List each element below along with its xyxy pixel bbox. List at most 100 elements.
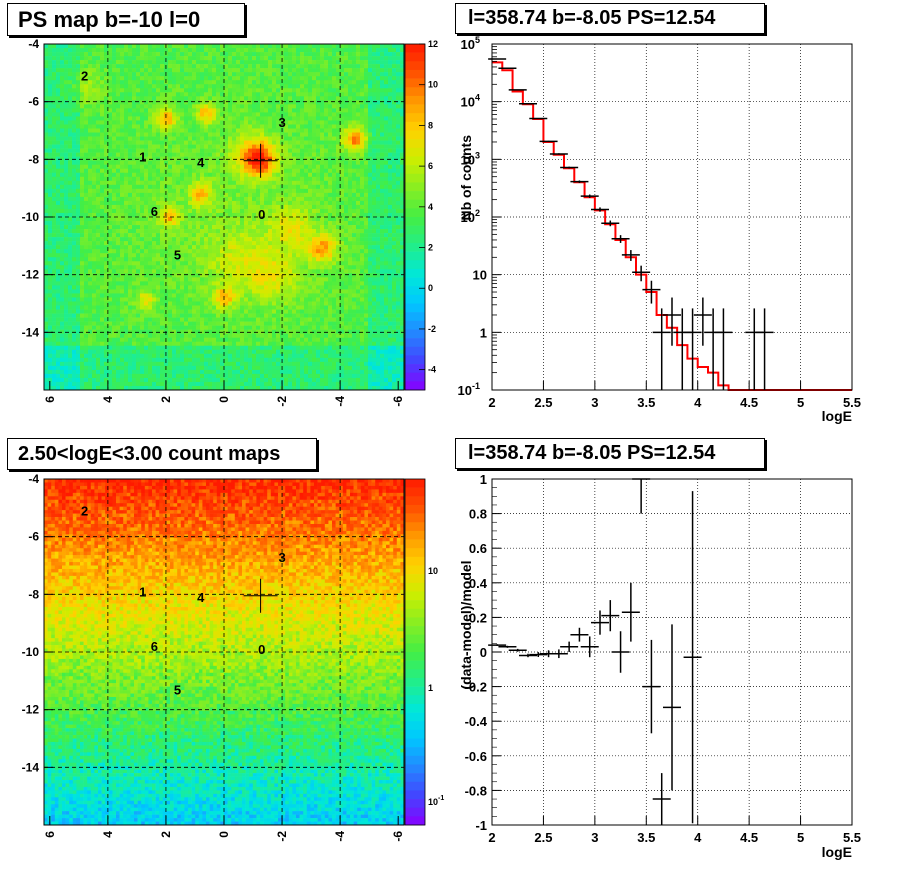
source-label: 0 xyxy=(258,207,265,222)
colorbar-swatch xyxy=(405,268,425,278)
spectrum-title: l=358.74 b=-8.05 PS=12.54 xyxy=(455,3,765,34)
y-tick-label: -0.2 xyxy=(465,680,487,695)
colorbar-swatch xyxy=(405,303,425,313)
count-map-colorbar-ticks: 10 1 10-1 xyxy=(428,566,444,807)
data-point xyxy=(745,308,764,390)
y-tick-label: 105 xyxy=(461,35,480,52)
y-tick-label: 0.4 xyxy=(469,576,488,591)
colorbar-swatch xyxy=(405,479,425,488)
data-point xyxy=(621,250,640,261)
colorbar-swatch xyxy=(405,574,425,584)
source-label: 4 xyxy=(197,155,205,170)
data-point xyxy=(611,235,630,243)
colorbar-swatch xyxy=(405,277,425,287)
x-tick-label: -2 xyxy=(275,831,289,842)
count-map-grid xyxy=(44,479,404,825)
colorbar-swatch xyxy=(405,807,425,817)
data-point xyxy=(498,645,517,648)
data-point xyxy=(663,297,681,346)
colorbar-swatch xyxy=(405,104,425,114)
colorbar-swatch xyxy=(405,113,425,123)
data-point xyxy=(704,308,723,390)
colorbar-swatch xyxy=(405,721,425,731)
colorbar-tick: 4 xyxy=(428,202,433,212)
y-tick-label: 10-1 xyxy=(458,381,480,398)
source-label: 6 xyxy=(151,639,158,654)
y-tick-label: -0.4 xyxy=(465,714,488,729)
y-tick-label: 0.6 xyxy=(469,541,487,556)
x-tick-label: 4.5 xyxy=(740,395,758,410)
colorbar-frame xyxy=(404,43,426,391)
colorbar-swatch xyxy=(405,530,425,540)
colorbar-swatch xyxy=(405,513,425,523)
colorbar-swatch xyxy=(405,764,425,774)
source-label: 2 xyxy=(81,69,88,84)
source-label: 3 xyxy=(278,115,285,130)
colorbar-frame xyxy=(404,478,426,826)
data-point xyxy=(683,308,702,390)
ps-map-title: PS map b=-10 l=0 xyxy=(7,3,245,36)
source-label: 5 xyxy=(174,247,181,262)
data-point xyxy=(601,220,620,227)
data-point xyxy=(580,636,599,658)
y-tick-label: -8 xyxy=(28,152,39,166)
residuals-title: l=358.74 b=-8.05 PS=12.54 xyxy=(455,438,765,469)
count-map-source-labels: 2 3 1 4 6 0 5 xyxy=(81,504,286,698)
colorbar-swatch xyxy=(405,626,425,635)
y-tick-label: 10 xyxy=(473,268,487,283)
colorbar-swatch xyxy=(405,44,425,53)
colorbar-swatch xyxy=(405,496,425,506)
colorbar-swatch xyxy=(405,634,425,644)
colorbar-tick: -4 xyxy=(428,365,436,375)
x-tick-label: -4 xyxy=(333,831,347,842)
colorbar-tick: -2 xyxy=(428,324,436,334)
colorbar-swatch xyxy=(405,208,425,218)
colorbar-swatch xyxy=(405,487,425,497)
colorbar-swatch xyxy=(405,320,425,330)
data-point xyxy=(529,652,548,658)
count-map-colorbar-tick: 1 xyxy=(428,683,433,693)
spectrum-x-ticks: 2 2.5 3 3.5 4 4.5 5 5.5 xyxy=(488,381,861,410)
colorbar-swatch xyxy=(405,130,425,140)
colorbar-swatch xyxy=(405,773,425,783)
colorbar-swatch xyxy=(405,182,425,192)
y-tick-label: 104 xyxy=(461,93,480,110)
data-point xyxy=(601,600,620,632)
ps-map-x-ticks: 6 4 2 0 -2 -4 -6 xyxy=(43,381,405,407)
data-point xyxy=(539,140,558,143)
x-tick-label: 5 xyxy=(797,830,804,845)
colorbar-swatch xyxy=(405,617,425,627)
colorbar-swatch xyxy=(405,652,425,661)
colorbar-swatch xyxy=(405,608,425,618)
y-tick-label: -6 xyxy=(28,530,39,544)
colorbar-swatch xyxy=(405,312,425,322)
x-tick-label: 4 xyxy=(101,831,115,838)
colorbar-tick: 2 xyxy=(428,243,433,253)
count-map-heatmap xyxy=(44,479,405,826)
y-tick-label: -14 xyxy=(22,760,40,774)
y-tick-exponent: 5 xyxy=(475,35,480,45)
data-point xyxy=(519,103,537,105)
data-point xyxy=(755,308,774,390)
count-map-title: 2.50<logE<3.00 count maps xyxy=(7,438,317,470)
colorbar-swatch xyxy=(405,199,425,209)
colorbar-swatch xyxy=(405,677,425,687)
colorbar-swatch xyxy=(405,156,425,166)
colorbar-swatch xyxy=(405,225,425,235)
x-tick-label: 3 xyxy=(591,395,598,410)
colorbar-tick: 10 xyxy=(428,80,438,90)
y-tick-label: -4 xyxy=(28,37,39,51)
colorbar-swatch xyxy=(405,703,425,713)
colorbar-swatch xyxy=(405,165,425,175)
x-tick-label: -4 xyxy=(333,396,347,407)
y-tick-exponent: 2 xyxy=(475,208,480,218)
colorbar-swatch xyxy=(405,747,425,757)
y-tick-label: -10 xyxy=(22,645,40,659)
data-point xyxy=(549,153,568,155)
colorbar-swatch xyxy=(405,755,425,765)
x-tick-label: 2 xyxy=(488,395,495,410)
count-map-colorbar-tick: 10 xyxy=(428,566,438,576)
colorbar-swatch xyxy=(405,539,425,549)
colorbar-swatch xyxy=(405,669,425,679)
colorbar-swatch xyxy=(405,234,425,244)
